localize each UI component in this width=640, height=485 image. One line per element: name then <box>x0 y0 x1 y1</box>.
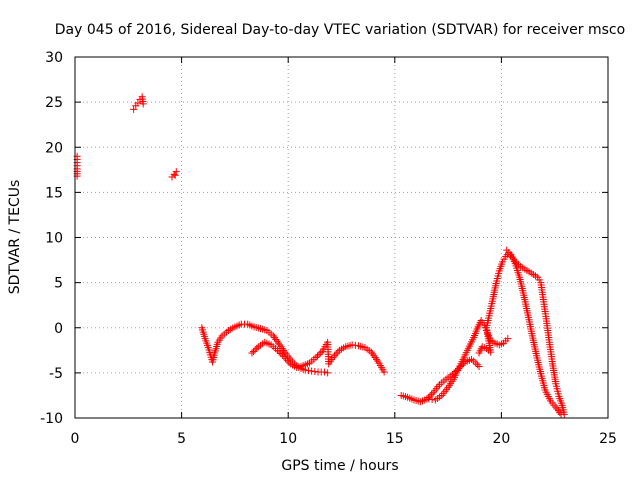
data-point <box>277 343 285 351</box>
data-point <box>552 403 560 411</box>
data-point <box>371 354 379 362</box>
data-point <box>274 339 282 347</box>
data-point <box>372 355 380 363</box>
y-tick-label: 15 <box>45 185 63 201</box>
data-point <box>380 368 388 376</box>
grid <box>75 57 608 418</box>
x-tick-label: 0 <box>71 431 80 447</box>
data-point <box>278 345 286 353</box>
data-point <box>324 369 332 377</box>
data-point <box>172 168 180 176</box>
data-point <box>271 334 279 342</box>
data-point <box>280 353 288 361</box>
data-point <box>332 350 340 358</box>
data-point <box>556 409 564 417</box>
x-tick-label: 15 <box>386 431 404 447</box>
y-tick-label: 10 <box>45 231 63 247</box>
y-tick-label: 20 <box>45 140 63 156</box>
x-axis-ticks: 0 5 10 15 20 25 <box>71 57 617 447</box>
x-tick-label: 20 <box>492 431 510 447</box>
chart-title: Day 045 of 2016, Sidereal Day-to-day VTE… <box>55 22 625 38</box>
x-tick-label: 5 <box>177 431 186 447</box>
data-point <box>475 363 483 371</box>
data-point <box>253 344 261 352</box>
data-point <box>134 99 142 107</box>
data-point <box>554 407 562 415</box>
data-point <box>274 346 282 354</box>
plot-frame <box>74 56 609 419</box>
data-points <box>73 93 568 418</box>
data-point <box>320 368 328 376</box>
data-point <box>370 352 378 360</box>
data-point <box>272 335 280 343</box>
data-point <box>553 405 561 413</box>
data-point <box>472 359 480 367</box>
data-point <box>171 171 179 179</box>
data-point <box>130 105 138 113</box>
data-point <box>557 410 565 418</box>
data-point <box>282 354 290 362</box>
x-tick-label: 10 <box>279 431 297 447</box>
data-point <box>329 354 337 362</box>
data-point <box>285 358 293 366</box>
y-tick-label: 25 <box>45 95 63 111</box>
y-tick-label: -10 <box>40 411 63 427</box>
data-point <box>250 347 258 355</box>
data-point <box>312 354 320 362</box>
data-point <box>456 363 464 371</box>
data-point <box>314 352 322 360</box>
x-axis-label: GPS time / hours <box>281 458 398 474</box>
y-tick-label: -5 <box>49 366 63 382</box>
y-axis-ticks: -10 -5 0 5 10 15 20 25 30 <box>40 50 608 427</box>
data-point <box>473 361 481 369</box>
y-tick-label: 30 <box>45 50 63 66</box>
data-point <box>331 352 339 360</box>
data-point <box>278 351 286 359</box>
data-point <box>504 335 512 343</box>
data-point <box>139 100 147 108</box>
data-point <box>369 350 377 358</box>
data-point <box>269 332 277 340</box>
data-point <box>453 366 461 374</box>
x-tick-label: 25 <box>599 431 617 447</box>
data-point <box>428 390 436 398</box>
data-point <box>275 348 283 356</box>
data-point <box>502 252 510 260</box>
data-point <box>334 348 342 356</box>
y-axis-label: SDTVAR / TECUs <box>7 180 23 295</box>
data-point <box>277 349 285 357</box>
data-point <box>426 392 434 400</box>
data-point <box>424 393 432 401</box>
data-point <box>315 350 323 358</box>
data-point <box>367 348 375 356</box>
data-point <box>283 356 291 364</box>
data-point <box>276 341 284 349</box>
data-point <box>273 337 281 345</box>
y-tick-label: 0 <box>54 321 63 337</box>
data-point <box>317 349 325 357</box>
y-tick-label: 5 <box>54 276 63 292</box>
data-point <box>251 346 259 354</box>
data-point <box>248 349 256 357</box>
